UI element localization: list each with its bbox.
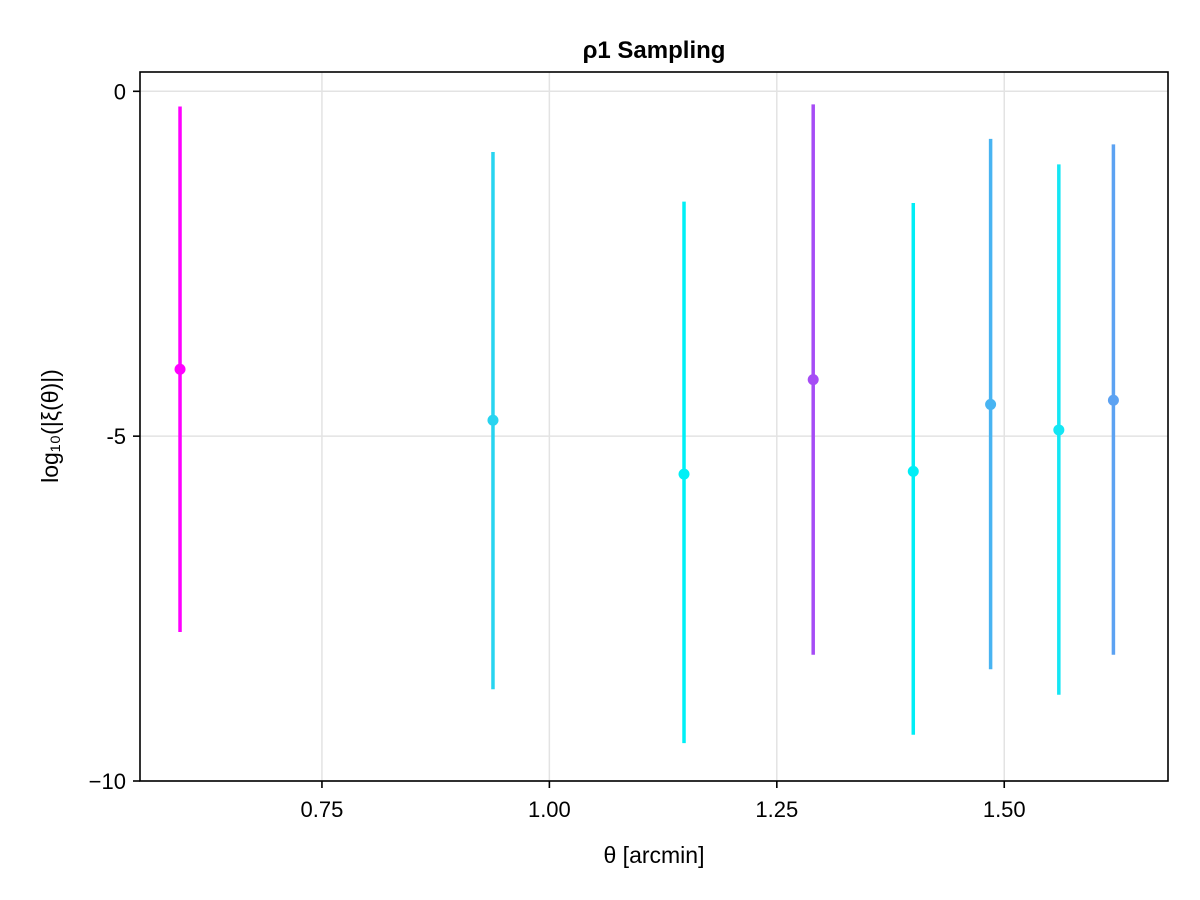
data-point-group (1107, 144, 1119, 655)
data-point-group (678, 201, 690, 744)
data-series (174, 104, 1119, 744)
plot-frame (139, 71, 1169, 782)
y-axis-ticks: 0 -5 −10 (89, 79, 140, 794)
y-tick-label: 0 (114, 79, 126, 104)
x-axis-label: θ [arcmin] (604, 842, 705, 868)
data-point-group (174, 106, 186, 633)
data-point-group (907, 203, 919, 735)
data-point (1107, 394, 1119, 406)
x-tick-label: 0.75 (301, 797, 344, 822)
data-point (1053, 424, 1065, 436)
y-axis-label: log₁₀(|ξ(θ)|) (37, 369, 63, 483)
x-tick-label: 1.50 (983, 797, 1026, 822)
chart-title: ρ1 Sampling (583, 37, 726, 64)
y-tick-label: −10 (89, 769, 126, 794)
data-point (174, 363, 186, 375)
x-tick-label: 1.00 (528, 797, 571, 822)
data-point (807, 374, 819, 386)
data-point-group (1053, 164, 1065, 695)
data-point-group (985, 138, 997, 670)
data-point-group (487, 152, 499, 690)
data-point (487, 414, 499, 426)
y-tick-label: -5 (106, 424, 126, 449)
x-axis-ticks: 0.75 1.00 1.25 1.50 (301, 781, 1026, 822)
data-point (678, 468, 690, 480)
data-point (907, 465, 919, 477)
data-point (985, 398, 997, 410)
x-tick-label: 1.25 (755, 797, 798, 822)
data-point-group (807, 104, 819, 655)
